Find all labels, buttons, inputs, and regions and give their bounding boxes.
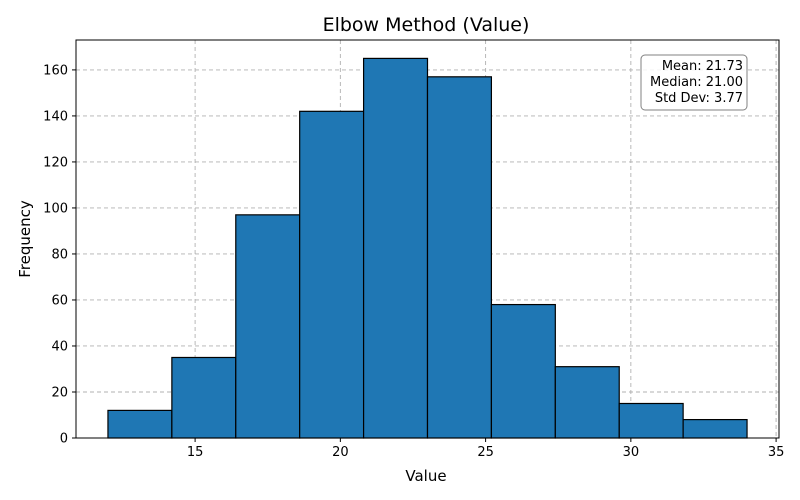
- x-tick-label: 15: [187, 445, 204, 460]
- stats-line: Std Dev: 3.77: [655, 91, 743, 106]
- histogram-bar: [554, 366, 620, 439]
- histogram-bar: [171, 356, 237, 439]
- histogram-bar: [362, 57, 429, 439]
- histogram-bar: [490, 303, 556, 439]
- x-tick-label: 35: [768, 445, 785, 460]
- tick-labels: 15 20 25 30 35 0 20 40 60 80 100 120 140 160: [43, 63, 784, 460]
- y-tick-label: 100: [43, 201, 68, 216]
- histogram-bar: [235, 214, 301, 439]
- y-tick-label: 140: [43, 109, 68, 124]
- stats-line: Median: 21.00: [650, 75, 743, 90]
- y-tick-label: 60: [51, 293, 68, 308]
- x-tick-label: 30: [623, 445, 640, 460]
- histogram-bar: [426, 76, 493, 439]
- histogram-bar: [682, 418, 748, 439]
- stats-box-frame: [640, 54, 748, 111]
- x-tick-label: 25: [477, 445, 494, 460]
- histogram-bar: [618, 402, 684, 439]
- x-axis-title: Value: [405, 467, 446, 485]
- y-tick-label: 40: [51, 339, 68, 354]
- stats-line: Mean: 21.73: [662, 59, 743, 74]
- y-tick-label: 160: [43, 63, 68, 78]
- y-tick-label: 20: [51, 385, 68, 400]
- y-tick-label: 80: [51, 247, 68, 262]
- axes: [75, 39, 780, 439]
- chart-title: Elbow Method (Value): [323, 14, 530, 36]
- histogram-bar: [299, 110, 365, 439]
- histogram-bar: [107, 409, 173, 439]
- y-tick-label: 120: [43, 155, 68, 170]
- histogram-bars: [107, 57, 748, 439]
- x-tick-label: 20: [332, 445, 349, 460]
- plot-frame: [75, 39, 780, 439]
- y-axis-title: Frequency: [16, 200, 34, 278]
- y-tick-label: 0: [60, 432, 68, 447]
